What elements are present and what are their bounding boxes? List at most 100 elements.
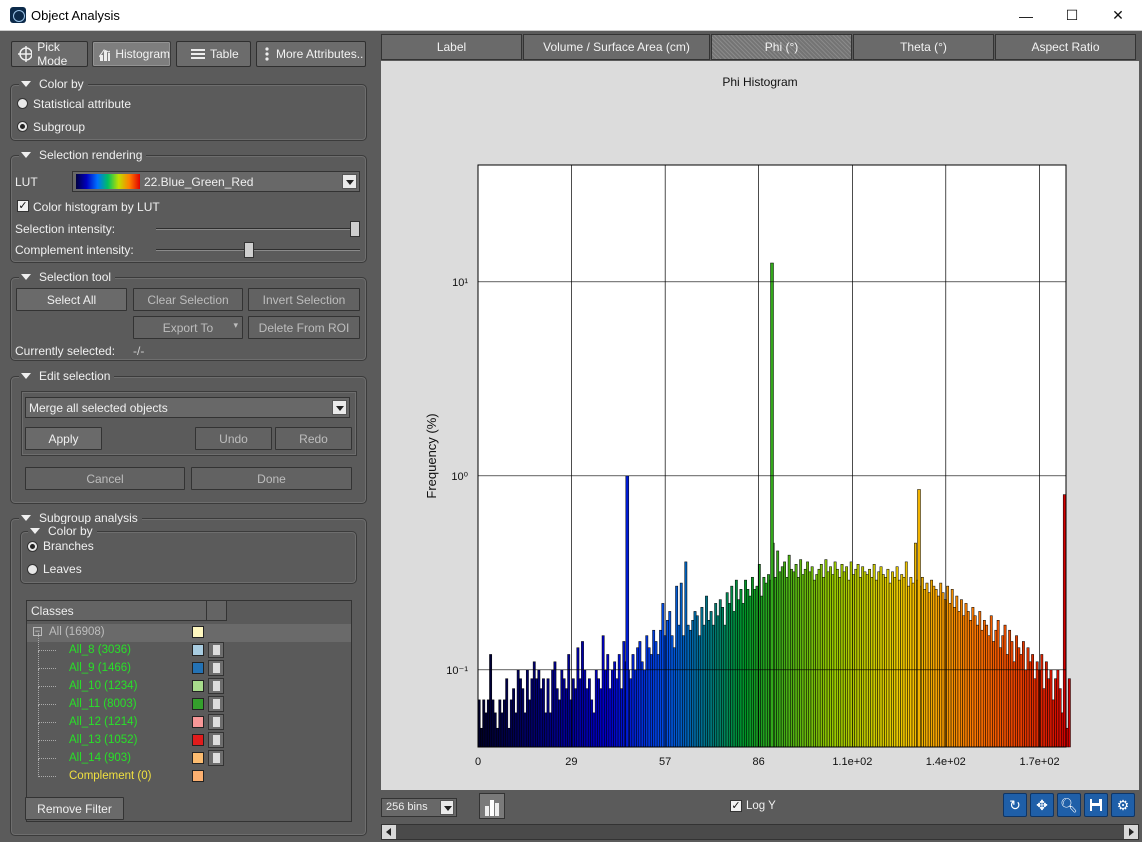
collapse-icon [21,274,31,280]
class-row[interactable]: All_12 (1214) [27,705,351,732]
scroll-right-icon[interactable] [1124,825,1138,839]
done-button[interactable]: Done [191,467,352,490]
horizontal-scrollbar[interactable] [381,824,1139,840]
cancel-button[interactable]: Cancel [25,467,185,490]
histogram-bar [714,603,718,748]
tab-1[interactable]: Label [381,34,522,60]
log-y-checkbox[interactable]: ✓ [730,800,742,812]
histogram-bar [886,568,890,748]
class-row[interactable]: All_9 (1466) [27,651,351,678]
histogram-bar [505,678,509,748]
histogram-style-toggle[interactable] [479,793,505,819]
zoom-icon[interactable]: 🔍︎ [1057,793,1081,817]
histogram-bar [622,641,626,748]
histogram-button[interactable]: Histogram [92,41,171,67]
subgroup-analysis-header[interactable]: Subgroup analysis [19,511,142,525]
trash-icon[interactable] [208,660,224,676]
pan-icon[interactable]: ✥ [1030,793,1054,817]
select-all-button[interactable]: Select All [16,288,127,311]
leaves-radio[interactable] [27,564,38,575]
undo-button[interactable]: Undo [195,427,272,450]
merge-mode-select[interactable]: Merge all selected objects [25,397,350,418]
scroll-left-icon[interactable] [382,825,396,839]
histogram-plot[interactable]: Phi Histogram 0 29 57 86 1.1e+02 1.4e+02 1.7e+… [381,61,1139,790]
class-color-swatch[interactable] [192,734,204,746]
histogram-bar [783,561,786,748]
class-row[interactable]: All_14 (903) [27,741,351,768]
histogram-bar [620,688,623,748]
table-button[interactable]: Table [176,41,251,67]
selection-intensity-slider[interactable] [156,228,360,230]
chevron-down-icon[interactable] [342,174,357,189]
more-attributes-button[interactable]: More Attributes.. [256,41,366,67]
class-row[interactable]: All_8 (3036) [27,633,351,660]
apply-button[interactable]: Apply [25,427,102,450]
classes-column-header[interactable]: Classes [27,601,207,621]
histogram-bar [953,607,956,748]
tab-5[interactable]: Aspect Ratio [995,34,1136,60]
trash-icon[interactable] [208,750,224,766]
classes-tree[interactable]: Classes All (16908) − All_8 (3036) All_9 (1… [26,600,352,822]
export-to-button[interactable]: Export To ▾ [133,316,243,339]
class-color-swatch[interactable] [192,716,204,728]
color-histogram-checkbox[interactable]: ✓ [17,200,29,212]
histogram-bar [512,688,515,748]
tree-connector [38,669,56,687]
histogram-bar [911,582,915,748]
selection-tool-header[interactable]: Selection tool [19,270,116,284]
class-row[interactable]: All_11 (8003) [27,687,351,714]
histogram-bar [978,611,982,748]
bins-select[interactable]: 256 bins [381,798,457,817]
subgroup-radio[interactable] [17,121,28,132]
trash-icon[interactable] [208,642,224,658]
pick-mode-button[interactable]: Pick Mode [11,40,88,68]
minimize-button[interactable]: — [1019,7,1033,24]
histogram-bar [939,582,943,748]
trash-icon[interactable] [208,696,224,712]
class-color-swatch[interactable] [192,662,204,674]
histogram-bar [686,624,690,748]
chevron-down-icon[interactable] [440,800,454,815]
remove-filter-button[interactable]: Remove Filter [25,797,124,820]
class-row[interactable]: All (16908) − [27,624,351,642]
class-row[interactable]: All_13 (1052) [27,723,351,750]
class-color-swatch[interactable] [192,770,204,782]
tab-2[interactable]: Volume / Surface Area (cm) [523,34,710,60]
color-column-header[interactable] [207,601,227,621]
tab-3[interactable]: Phi (°) [711,34,852,60]
statistical-attribute-radio[interactable] [17,98,28,109]
delete-from-roi-button[interactable]: Delete From ROI [248,316,360,339]
lut-select[interactable]: 22.Blue_Green_Red [72,171,360,192]
close-button[interactable]: ✕ [1112,7,1124,23]
class-color-swatch[interactable] [192,644,204,656]
tab-4[interactable]: Theta (°) [853,34,994,60]
chevron-down-icon[interactable] [332,400,347,415]
invert-selection-button[interactable]: Invert Selection [248,288,360,311]
settings-icon[interactable]: ⚙ [1111,793,1135,817]
reset-view-icon[interactable]: ↻ [1003,793,1027,817]
selection-intensity-handle[interactable] [350,221,360,237]
collapse-tree-icon[interactable]: − [33,626,42,636]
class-color-swatch[interactable] [192,626,204,638]
histogram-bar [732,611,736,748]
subgroup-color-by-header[interactable]: Color by [28,524,97,538]
redo-button[interactable]: Redo [275,427,352,450]
edit-selection-header[interactable]: Edit selection [19,369,115,383]
trash-icon[interactable] [208,678,224,694]
color-by-header[interactable]: Color by [19,77,88,91]
complement-intensity-slider[interactable] [156,249,360,251]
trash-icon[interactable] [208,714,224,730]
class-row[interactable]: Complement (0) [27,759,351,786]
trash-icon[interactable] [208,732,224,748]
clear-selection-button[interactable]: Clear Selection [133,288,243,311]
selection-rendering-header[interactable]: Selection rendering [19,148,147,162]
class-row[interactable]: All_10 (1234) [27,669,351,696]
complement-intensity-handle[interactable] [244,242,254,258]
class-color-swatch[interactable] [192,680,204,692]
maximize-button[interactable]: ☐ [1065,7,1079,23]
histogram-bar [689,629,692,748]
class-color-swatch[interactable] [192,752,204,764]
branches-radio[interactable] [27,541,38,552]
save-icon[interactable] [1084,793,1108,817]
class-color-swatch[interactable] [192,698,204,710]
